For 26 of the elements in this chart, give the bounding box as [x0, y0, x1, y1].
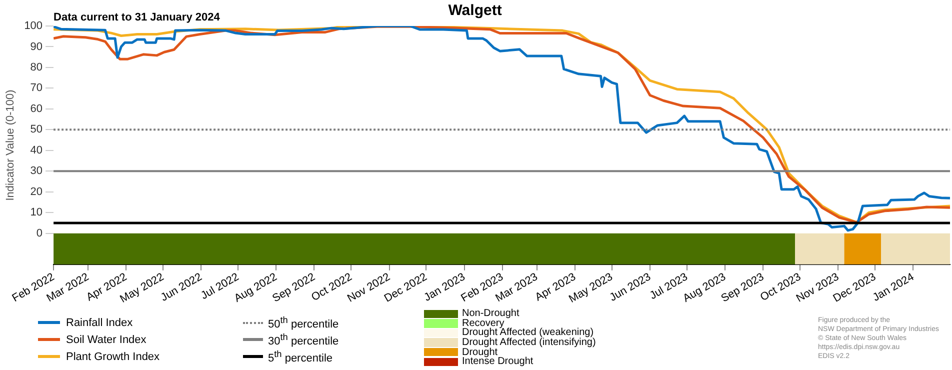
y-tick-label: 100: [24, 20, 43, 32]
y-tick-label: 0: [36, 227, 43, 240]
y-tick-label: 80: [30, 61, 43, 74]
y-tick-label: 70: [30, 82, 43, 94]
y-tick-label: 60: [30, 102, 43, 115]
chart-title: Walgett: [448, 2, 502, 20]
legend-label: 5$^{th}$ percentile: [268, 348, 333, 364]
category-label: Intense Drought: [462, 356, 534, 368]
category-label: Non-Drought: [462, 308, 520, 320]
category-label: Recovery: [462, 318, 504, 329]
legend-label: 30$^{th}$ percentile: [268, 332, 339, 348]
category-label: Drought Affected (weakening): [462, 327, 594, 338]
y-tick-label: 90: [30, 40, 43, 53]
y-axis-title: Indicator Value (0-100): [4, 90, 17, 201]
y-tick-label: 30: [30, 165, 43, 178]
y-tick-label: 40: [30, 144, 43, 156]
category-label: Drought: [462, 346, 498, 358]
y-tick-label: 50: [30, 124, 43, 136]
legend-label: Plant Growth Index: [66, 350, 160, 362]
legend-label: 50$^{th}$ percentile: [268, 314, 339, 330]
legend-label: Soil Water Index: [66, 334, 146, 346]
y-tick-label: 20: [30, 186, 43, 198]
category-label: Drought Affected (intensifying): [462, 337, 596, 348]
legend-label: Rainfall Index: [66, 316, 133, 328]
y-tick-label: 10: [30, 206, 43, 219]
chart-subtitle: Data current to 31 January 2024: [54, 12, 221, 24]
